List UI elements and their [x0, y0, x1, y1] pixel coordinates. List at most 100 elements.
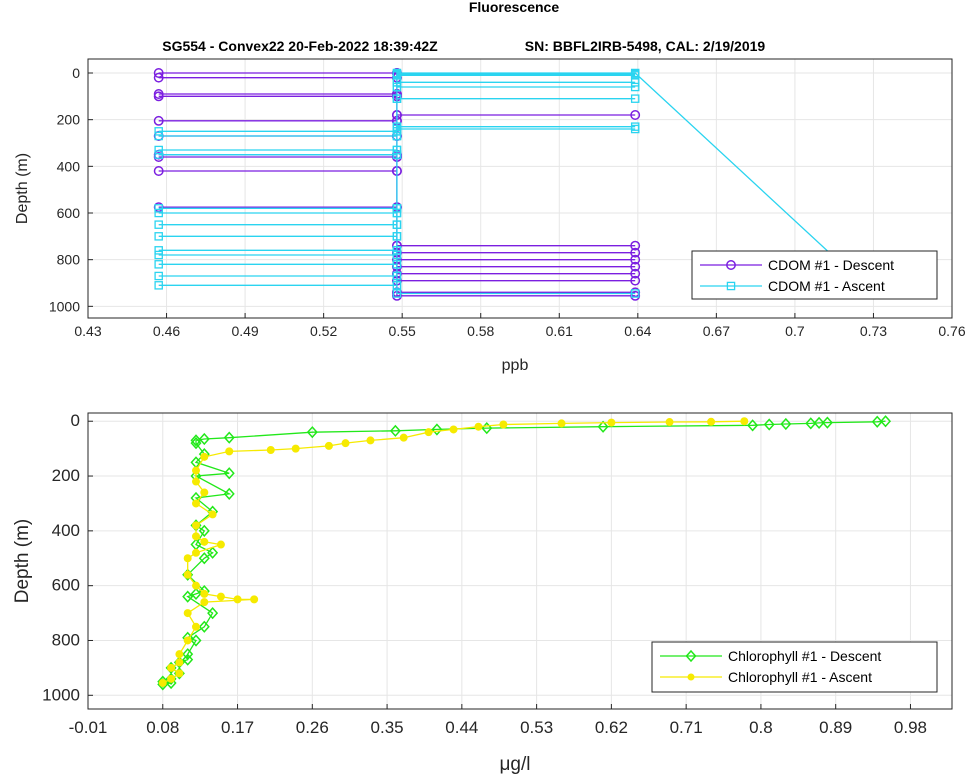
data-point [190, 437, 202, 450]
data-point [763, 418, 775, 431]
data-point [630, 289, 640, 298]
data-point [208, 510, 217, 519]
data-point [192, 477, 200, 486]
data-point [821, 416, 833, 429]
data-point [474, 422, 483, 431]
data-point [557, 419, 566, 428]
data-point [207, 546, 219, 559]
data-point [392, 232, 402, 241]
data-point [154, 281, 163, 290]
axes-box [87, 58, 953, 319]
data-point [192, 622, 200, 631]
data-point [747, 419, 759, 432]
y-axis-label: Depth (m) [14, 153, 31, 224]
series-chlorophyll-1 [158, 417, 749, 687]
data-point [630, 261, 641, 272]
data-point [198, 552, 210, 565]
subtitle-left: SG554 - Convex22 20-Feb-2022 18:39:42Z [162, 38, 438, 54]
data-point [154, 131, 163, 141]
data-point [153, 91, 164, 102]
y-axis-label: Depth (m) [12, 519, 33, 603]
x-tick-label: 0.52 [310, 323, 337, 339]
data-point [250, 595, 259, 604]
data-point [153, 68, 164, 78]
data-point [813, 416, 825, 429]
data-point [399, 433, 408, 442]
data-point [198, 524, 210, 537]
data-point [392, 82, 402, 92]
data-point [154, 145, 163, 155]
data-point [190, 434, 202, 447]
data-point [175, 650, 184, 659]
data-point [183, 609, 192, 618]
data-point [183, 570, 192, 579]
data-point [182, 590, 194, 603]
y-tick-label: 400 [57, 158, 81, 174]
data-point [392, 150, 402, 159]
figure-title: Fluorescence [469, 0, 559, 15]
x-tick-label: 0.44 [445, 718, 478, 737]
data-point [630, 240, 641, 251]
data-point [780, 417, 792, 431]
data-point [192, 532, 200, 541]
data-point [392, 94, 402, 103]
x-tick-label: 0.53 [520, 718, 553, 737]
data-point [665, 418, 674, 427]
x-tick-label: 0.17 [221, 718, 254, 737]
chlorophyll-panel: -0.01 0.08 0.17 0.26 0.35 0.44 0.53 0.62 0.71 0.8… [12, 411, 953, 775]
data-point [153, 115, 164, 126]
data-point [223, 487, 235, 500]
y-tick-label: 600 [57, 205, 81, 221]
legend-entry: Chlorophyll #1 - Descent [728, 648, 881, 664]
x-tick-label: 0.62 [595, 718, 628, 737]
data-point [223, 467, 235, 480]
data-point [192, 581, 200, 590]
y-tick-label: 600 [52, 576, 80, 595]
data-point [424, 428, 433, 437]
data-point [175, 669, 184, 678]
data-point [182, 648, 194, 661]
legend-marker [687, 673, 695, 681]
data-point [200, 589, 209, 598]
x-tick-label: 0.58 [467, 323, 494, 339]
data-point [392, 204, 402, 213]
x-tick-label: 0.61 [546, 323, 573, 339]
data-point [431, 423, 443, 436]
data-point [291, 444, 300, 453]
data-point [198, 432, 210, 446]
data-point [158, 678, 167, 687]
data-point [182, 653, 194, 666]
data-point [392, 122, 402, 131]
data-point [597, 420, 609, 433]
data-point [630, 268, 641, 279]
data-point [192, 521, 200, 530]
data-point [154, 246, 163, 255]
x-tick-label: 0.43 [74, 323, 101, 339]
legend-marker [685, 649, 697, 663]
data-point [630, 110, 641, 120]
legend-entry: CDOM #1 - Ascent [768, 278, 885, 294]
legend-box [691, 250, 938, 300]
data-point [805, 417, 817, 430]
data-point [192, 499, 200, 508]
data-point [190, 587, 202, 601]
x-tick-label: 0.8 [749, 718, 773, 737]
x-tick-label: 0.71 [670, 718, 703, 737]
data-point [154, 204, 163, 213]
legend: CDOM #1 - Descent CDOM #1 - Ascent [691, 250, 938, 300]
data-point [392, 271, 402, 281]
axes-box [87, 412, 953, 710]
y-tick-label: 800 [52, 630, 80, 649]
series-cdom-1 [154, 68, 878, 298]
data-point [154, 250, 163, 260]
x-tick-label: 0.89 [819, 718, 852, 737]
data-point [880, 415, 892, 428]
data-point [233, 595, 242, 604]
data-point [190, 634, 202, 647]
data-point [216, 540, 225, 549]
data-point [630, 122, 640, 131]
y-tick-label: 800 [57, 252, 81, 268]
series-line [158, 72, 636, 297]
data-point [389, 424, 401, 437]
